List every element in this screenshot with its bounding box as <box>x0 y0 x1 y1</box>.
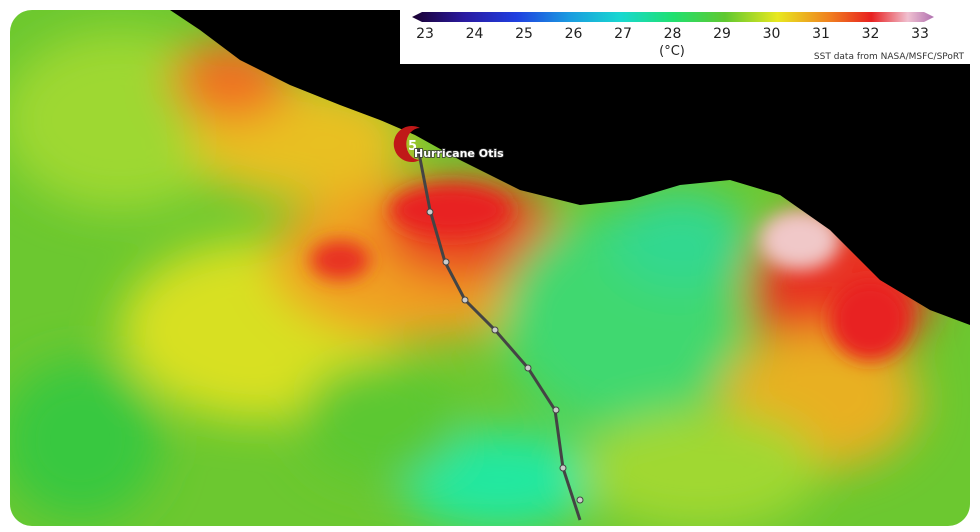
colorbar-tick-label: 33 <box>911 26 929 42</box>
colorbar-tick-label: 28 <box>664 26 682 42</box>
storm-label: Hurricane Otis <box>414 147 504 160</box>
storm-icon <box>393 126 420 162</box>
colorbar-tick-label: 27 <box>614 26 632 42</box>
colorbar-panel: 23 24 25 26 27 28 29 30 31 32 33 (°C) SST data fro… <box>400 8 970 64</box>
colorbar-tick-label: 32 <box>862 26 880 42</box>
colorbar-tick-label: 26 <box>565 26 583 42</box>
colorbar <box>412 12 934 22</box>
land <box>170 10 970 325</box>
colorbar-tick-label: 23 <box>416 26 434 42</box>
storm-category: 5 <box>408 139 417 154</box>
colorbar-tick-label: 29 <box>713 26 731 42</box>
sst-map: 5 Hurricane Otis <box>10 10 970 526</box>
colorbar-tick-label: 25 <box>515 26 533 42</box>
colorbar-ticks: 23 24 25 26 27 28 29 30 31 32 33 <box>416 26 929 42</box>
credit: SST data from NASA/MSFC/SPoRT <box>814 52 965 62</box>
track-points <box>426 208 584 504</box>
colorbar-unit: (°C) <box>659 44 685 59</box>
colorbar-tick-label: 30 <box>763 26 781 42</box>
colorbar-tick-label: 24 <box>466 26 484 42</box>
colorbar-tick-label: 31 <box>812 26 830 42</box>
